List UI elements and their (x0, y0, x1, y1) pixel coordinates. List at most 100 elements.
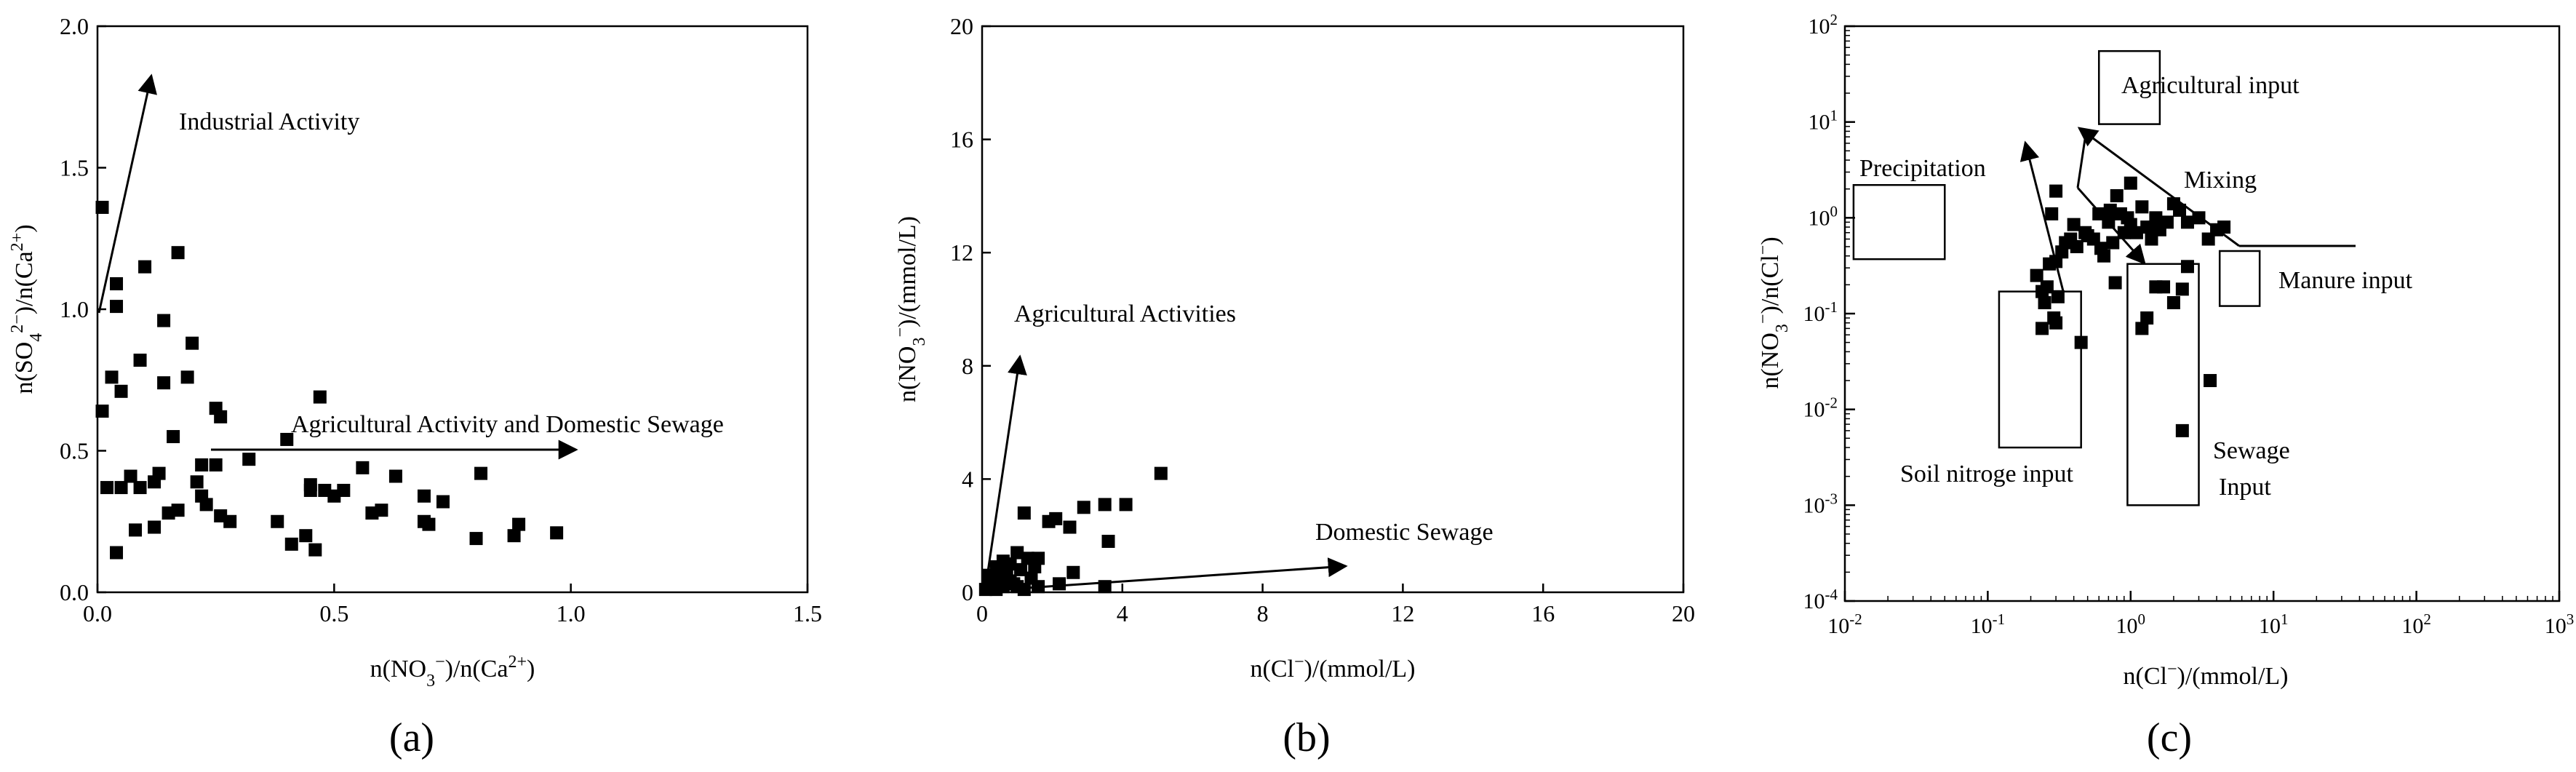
data-point (507, 529, 521, 543)
data-point (95, 405, 109, 418)
y-axis-label-c: n(NO3−)/n(Cl−) (1754, 236, 1792, 389)
data-point (1077, 501, 1090, 514)
data-point (157, 376, 171, 390)
data-point (1032, 552, 1045, 565)
data-point (2070, 239, 2083, 253)
region-box (2126, 263, 2200, 506)
data-point (110, 276, 124, 290)
data-point (1049, 512, 1063, 525)
annotation-industrial-activity: Industrial Activity (179, 108, 359, 135)
data-point (1063, 520, 1077, 534)
annotation-soil-nitroge-input: Soil nitroge input (1900, 461, 2074, 488)
data-point (114, 481, 128, 495)
data-point (2049, 316, 2063, 330)
annotation-agricultural-domestic: Agricultural Activity and Domestic Sewag… (291, 411, 724, 438)
data-point (133, 354, 147, 367)
data-point (2180, 215, 2194, 229)
arrow-industrial-activity (97, 73, 157, 314)
data-point (114, 384, 128, 398)
data-point (280, 432, 294, 446)
x-axis-label-c: n(Cl−)/(mmol/L) (2124, 660, 2289, 690)
data-point (1154, 466, 1168, 480)
data-point (190, 475, 204, 489)
x-tick-label: 103 (2545, 610, 2575, 638)
region-box (1998, 290, 2082, 449)
data-point (1098, 498, 1112, 512)
y-tick-label: 20 (950, 13, 973, 39)
data-point (284, 537, 298, 551)
data-point (1119, 498, 1133, 512)
panel-label-b: (b) (1283, 715, 1330, 760)
y-axis-label-b: n(NO3−)/(mmol/L) (891, 216, 929, 402)
y-tick-label: 10-4 (1803, 586, 1838, 613)
data-point (308, 543, 322, 557)
data-point (209, 458, 223, 471)
data-point (110, 546, 124, 560)
data-point (2035, 322, 2049, 335)
data-point (195, 458, 209, 471)
arrow-agricultural-activities (984, 354, 1027, 592)
points-c (2030, 176, 2231, 437)
y-axis-label-a: n(SO42−)/n(Ca2+) (8, 224, 46, 394)
data-point (214, 410, 228, 423)
data-point (1003, 574, 1017, 588)
ticks-b: 0 4 8 12 16 20 0 4 8 12 16 20 (950, 13, 1695, 626)
data-point (2110, 188, 2124, 202)
data-point (375, 504, 388, 517)
y-tick-label: 16 (950, 127, 973, 153)
region-box (2097, 49, 2161, 125)
data-point (313, 390, 327, 404)
data-point (133, 481, 147, 495)
annotation-precipitation: Precipitation (1859, 155, 1986, 182)
data-point (303, 483, 317, 497)
data-point (199, 498, 213, 512)
data-point (2040, 280, 2054, 294)
data-point (95, 200, 109, 214)
data-point (124, 469, 137, 483)
data-point (157, 314, 171, 327)
annotation-sewage: Sewage (2213, 437, 2290, 464)
x-tick-label: 10-1 (1971, 610, 2006, 638)
data-point (148, 520, 162, 534)
x-tick-label: 10-2 (1827, 610, 1862, 638)
data-point (2106, 236, 2120, 250)
y-tick-label: 10-2 (1803, 394, 1838, 422)
x-tick-label: 102 (2401, 610, 2431, 638)
data-point (469, 532, 483, 546)
data-point (1014, 562, 1028, 576)
data-point (1010, 546, 1024, 560)
points-b (978, 466, 1168, 597)
data-point (474, 466, 488, 480)
data-point (2049, 184, 2063, 198)
regions-c (1852, 49, 2261, 506)
y-tick-label: 8 (962, 353, 973, 379)
arrow-soil-to-agricultural (2019, 140, 2065, 292)
data-point (299, 529, 313, 543)
annotation-agricultural-input: Agricultural input (2121, 72, 2300, 99)
panel-b: 0 4 8 12 16 20 0 4 8 12 16 20 Agricultural Activiti… (891, 13, 1695, 760)
annotation-agricultural-activities: Agricultural Activities (1014, 301, 1236, 327)
data-point (2135, 322, 2149, 335)
data-point (2038, 295, 2051, 309)
x-tick-label: 0.0 (83, 600, 112, 626)
data-point (2149, 211, 2163, 225)
data-point (550, 526, 564, 540)
data-point (2045, 207, 2059, 220)
region-box (2218, 250, 2261, 307)
y-tick-label: 12 (950, 239, 973, 266)
plot-frame-c (1843, 25, 2561, 602)
region-box (1852, 183, 1946, 260)
y-tick-label: 2.0 (60, 13, 89, 39)
data-point (2180, 260, 2194, 274)
data-point (167, 430, 180, 444)
data-point (2135, 200, 2149, 214)
data-point (337, 483, 351, 497)
data-point (2204, 374, 2217, 388)
x-tick-label: 0 (976, 600, 988, 626)
data-point (2067, 218, 2081, 231)
y-tick-label: 1.5 (60, 155, 89, 181)
plot-frame-b (981, 25, 1685, 594)
x-tick-label: 20 (1672, 600, 1695, 626)
panel-label-c: (c) (2147, 715, 2192, 760)
